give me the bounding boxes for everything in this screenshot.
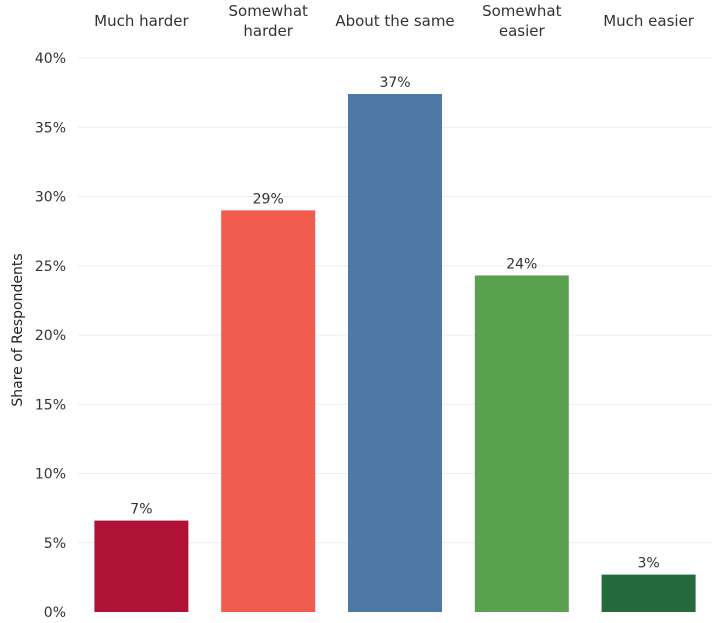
bar-3 (474, 275, 569, 612)
category-label-line: harder (243, 22, 293, 40)
y-tick-label: 20% (35, 328, 66, 344)
bar-2 (348, 94, 442, 612)
y-tick-label: 0% (44, 605, 66, 621)
bars (94, 94, 696, 612)
category-label-3: Somewhat easier (482, 2, 562, 40)
y-tick-label: 15% (35, 397, 66, 413)
data-label-1: 29% (253, 191, 284, 207)
data-label-2: 37% (379, 75, 410, 91)
category-labels: Much harder Somewhat harder About the same S… (94, 2, 695, 40)
y-tick-label: 10% (35, 467, 66, 483)
y-tick-label: 25% (35, 259, 66, 275)
data-labels: 7% 29% 37% 24% 3% (130, 75, 659, 572)
y-tick-label: 35% (35, 120, 66, 136)
data-label-0: 7% (130, 502, 152, 518)
y-axis-title: Share of Respondents (10, 253, 26, 406)
category-label-1: Somewhat harder (229, 2, 309, 40)
category-label-line: easier (499, 22, 546, 40)
category-label-4: Much easier (603, 12, 695, 30)
category-label-line: Somewhat (482, 2, 562, 20)
data-label-4: 3% (637, 556, 659, 572)
y-tick-label: 30% (35, 190, 66, 206)
bar-1 (221, 210, 316, 612)
y-tick-label: 40% (35, 51, 66, 67)
data-label-3: 24% (506, 256, 537, 272)
y-tick-label: 5% (44, 536, 66, 552)
category-label-line: Somewhat (229, 2, 309, 20)
y-axis-ticks: 0% 5% 10% 15% 20% 25% 30% 35% 40% (35, 51, 66, 621)
bar-0 (94, 520, 189, 612)
category-label-2: About the same (335, 12, 454, 30)
category-label-0: Much harder (94, 12, 189, 30)
bar-4 (601, 574, 696, 612)
